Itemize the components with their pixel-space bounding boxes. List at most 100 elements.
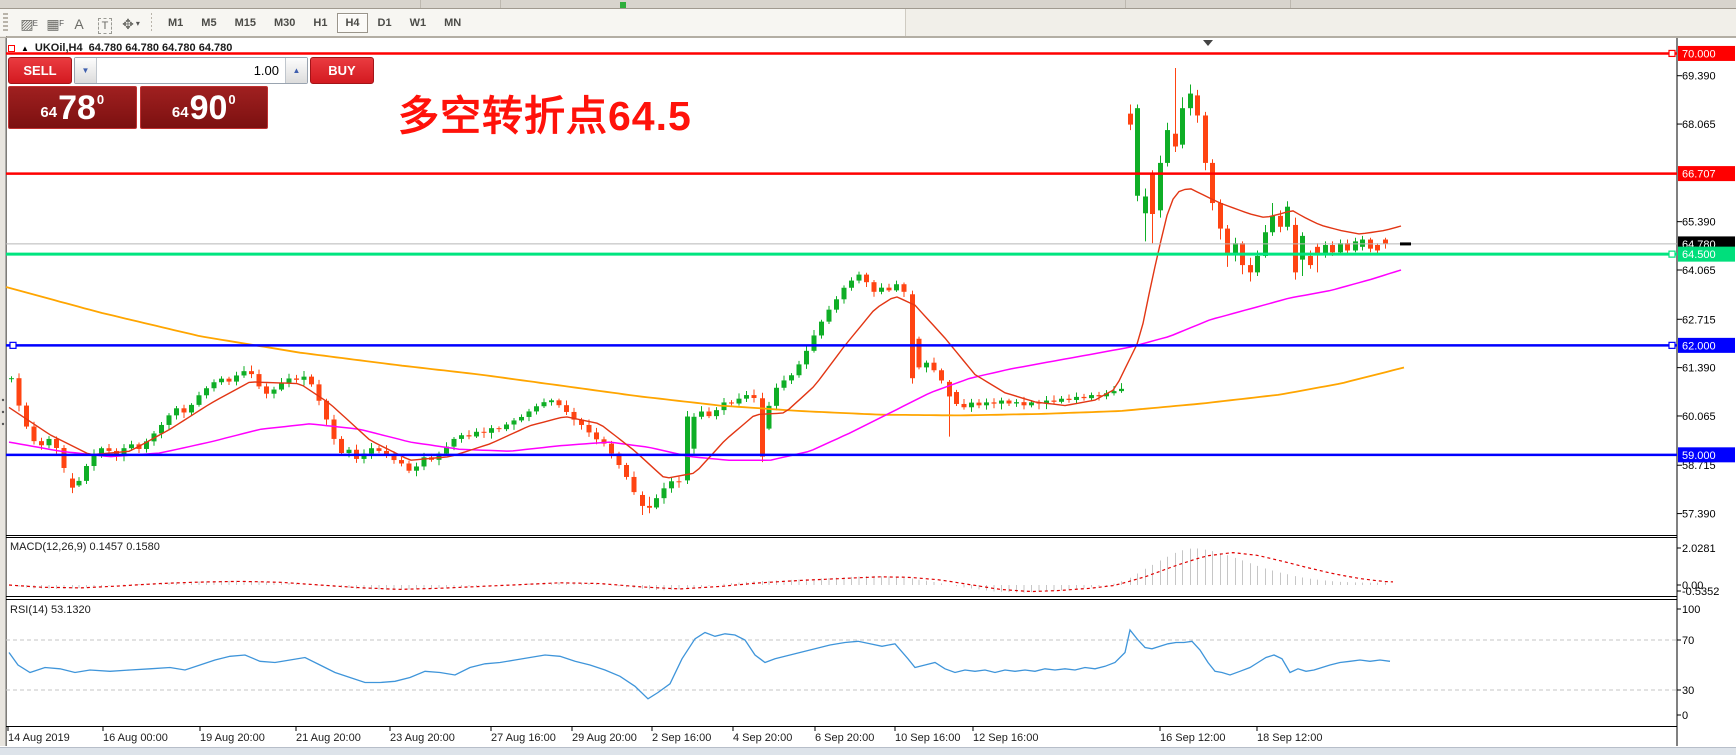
ask-pipette: 0 [228,92,236,107]
buy-button[interactable]: BUY [310,57,374,84]
bid-big-figure: 64 [40,104,58,121]
chart-text-annotation[interactable]: 多空转折点64.5 [398,93,692,139]
ask-pips: 90 [189,88,228,127]
objects-arrange-icon[interactable]: ✥ ▾ [122,15,140,32]
svg-text:19 Aug 20:00: 19 Aug 20:00 [200,732,265,744]
ask-price-panel[interactable]: 64 90 0 [139,86,268,129]
svg-text:4 Sep 20:00: 4 Sep 20:00 [733,732,792,744]
symbol-label: UKOil,H4 [34,42,83,54]
svg-text:-0.5352: -0.5352 [1682,586,1719,598]
indicators-icon[interactable]: ▨ E [20,15,38,32]
svg-text:66.707: 66.707 [1682,169,1716,181]
timeframe-MN[interactable]: MN [444,16,462,29]
volume-increase-button[interactable]: ▲ [285,58,307,83]
window-bottom-edge [0,747,1736,755]
svg-text:64.065: 64.065 [1682,265,1716,277]
svg-text:16 Sep 12:00: 16 Sep 12:00 [1160,732,1225,744]
rsi-line [8,628,1391,700]
svg-text:10 Sep 16:00: 10 Sep 16:00 [895,732,960,744]
toolbar-seg [1290,0,1291,8]
sell-button[interactable]: SELL [8,57,72,84]
bid-price-panel[interactable]: 64 78 0 [8,86,137,129]
symbol-marker-icon: ▲ [21,43,29,53]
svg-text:62.715: 62.715 [1682,314,1716,326]
ma-mid-magenta [8,269,1402,462]
price-axis[interactable]: 69.390 68.065 65.390 64.065 62.715 61.390 60.0… [1677,45,1735,722]
svg-text:18 Sep 12:00: 18 Sep 12:00 [1257,732,1322,744]
svg-text:64.500: 64.500 [1682,249,1716,261]
text-box-icon[interactable]: T [92,12,118,34]
timeframe-M30[interactable]: M30 [273,16,296,29]
timeframe-M1[interactable]: M1 [168,16,184,29]
macd-indicator-label: MACD(12,26,9) 0.1457 0.1580 [10,541,160,553]
svg-text:70.000: 70.000 [1682,48,1716,60]
timeframe-group: M1 M5 M15 M30 H1 H4 D1 W1 MN [159,12,470,33]
current-price-line [6,242,1677,246]
svg-text:30: 30 [1682,685,1694,697]
svg-text:100: 100 [1682,604,1700,616]
ma-slow-orange [5,286,1405,417]
object-anchor-icon [8,44,15,52]
svg-text:62.000: 62.000 [1682,340,1716,352]
svg-text:65.390: 65.390 [1682,217,1716,229]
bid-pipette: 0 [96,92,105,107]
timeframe-H1[interactable]: H1 [313,16,328,29]
svg-text:14 Aug 2019: 14 Aug 2019 [8,732,70,744]
connection-status-icon [620,2,626,8]
timeframe-W1[interactable]: W1 [409,16,427,29]
chart-toolbar: ▨ E ▦ F A T ✥ ▾ M1 M5 M15 M30 H1 H4 D1 W1 MN [0,9,1736,37]
volume-decrease-button[interactable]: ▼ [75,58,97,83]
quote-values: 64.780 64.780 64.780 64.780 [88,42,233,54]
svg-text:70: 70 [1682,635,1694,647]
svg-text:58.715: 58.715 [1682,460,1716,472]
svg-text:68.065: 68.065 [1682,119,1716,131]
svg-text:0: 0 [1682,710,1688,722]
one-click-trading-panel: SELL ▼ ▲ BUY 64 78 0 64 90 0 [8,57,374,129]
toolbar-seg [500,0,501,8]
svg-text:6 Sep 20:00: 6 Sep 20:00 [815,732,874,744]
svg-text:23 Aug 20:00: 23 Aug 20:00 [390,732,455,744]
svg-text:16 Aug 00:00: 16 Aug 00:00 [103,732,168,744]
svg-text:2.0281: 2.0281 [1682,543,1716,555]
svg-text:61.390: 61.390 [1682,363,1716,375]
chart-title: ▲ UKOil,H4 64.780 64.780 64.780 64.780 [8,42,232,54]
svg-text:60.065: 60.065 [1682,411,1716,423]
svg-text:59.000: 59.000 [1682,450,1716,462]
text-label-icon[interactable]: A [74,15,84,32]
svg-text:0.00: 0.00 [1682,580,1703,592]
hline-70[interactable] [6,49,1677,58]
svg-text:2 Sep 16:00: 2 Sep 16:00 [652,732,711,744]
panel-frames [0,37,1736,746]
toolbar-separator [151,12,152,33]
timeframe-D1[interactable]: D1 [377,16,392,29]
rsi-indicator-label: RSI(14) 53.1320 [10,604,91,616]
timeframe-H4[interactable]: H4 [337,12,368,33]
svg-text:12 Sep 16:00: 12 Sep 16:00 [973,732,1038,744]
toolbar-drag-handle[interactable] [3,12,8,33]
svg-text:57.390: 57.390 [1682,509,1716,521]
svg-text:21 Aug 20:00: 21 Aug 20:00 [296,732,361,744]
date-axis[interactable]: 14 Aug 2019 16 Aug 00:00 19 Aug 20:00 21 Au… [7,726,1322,745]
chart-shift-marker-icon[interactable] [1203,40,1213,46]
ask-big-figure: 64 [171,104,189,121]
macd-histogram [11,548,1386,593]
rsi-level-lines [6,639,1677,691]
timeframe-M15[interactable]: M15 [234,16,256,29]
volume-input[interactable] [97,58,285,83]
svg-text:69.390: 69.390 [1682,71,1716,83]
grid-settings-icon[interactable]: ▦ F [46,15,64,32]
macd-signal-line [8,551,1394,593]
toolbar-seg [420,0,421,8]
hline-64.5[interactable] [6,250,1677,258]
svg-text:29 Aug 20:00: 29 Aug 20:00 [572,732,637,744]
ma-fast-red [8,188,1402,479]
svg-text:27 Aug 16:00: 27 Aug 16:00 [491,732,556,744]
bid-pips: 78 [58,88,96,127]
clipped-upper-toolbar [0,0,1736,9]
hline-62[interactable] [6,341,1677,349]
timeframe-M5[interactable]: M5 [201,16,217,29]
volume-stepper: ▼ ▲ [74,57,308,84]
toolbar-seg [1125,0,1126,8]
